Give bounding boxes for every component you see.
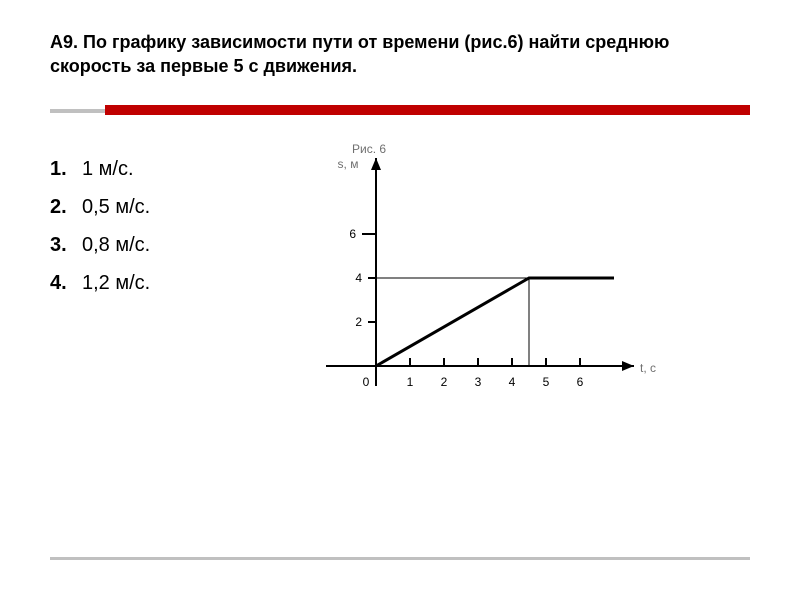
title-divider — [50, 101, 750, 115]
footer-divider — [50, 557, 750, 560]
answer-text: 1 м/с. — [82, 150, 134, 188]
svg-text:1: 1 — [407, 375, 414, 389]
answer-option: 4. 1,2 м/с. — [50, 264, 310, 302]
x-axis-label: t, с — [640, 361, 656, 375]
question-title: А9. По графику зависимости пути от време… — [50, 30, 750, 79]
answer-text: 0,5 м/с. — [82, 188, 150, 226]
svg-text:4: 4 — [509, 375, 516, 389]
chart-container: Рис. 6 0123456246t, сs, м — [310, 150, 750, 410]
answer-number: 2. — [50, 188, 82, 226]
answer-option: 1. 1 м/с. — [50, 150, 310, 188]
svg-text:5: 5 — [543, 375, 550, 389]
slide: А9. По графику зависимости пути от време… — [0, 0, 800, 600]
answer-number: 3. — [50, 226, 82, 264]
data-series — [376, 278, 614, 366]
answer-number: 4. — [50, 264, 82, 302]
answer-text: 0,8 м/с. — [82, 226, 150, 264]
svg-text:2: 2 — [355, 315, 362, 329]
divider-red — [105, 105, 750, 115]
svg-text:2: 2 — [441, 375, 448, 389]
answer-list: 1. 1 м/с. 2. 0,5 м/с. 3. 0,8 м/с. 4. 1,2… — [50, 150, 310, 410]
svg-text:0: 0 — [363, 375, 370, 389]
y-axis-label: s, м — [338, 157, 359, 171]
content-row: 1. 1 м/с. 2. 0,5 м/с. 3. 0,8 м/с. 4. 1,2… — [50, 150, 750, 410]
answer-option: 2. 0,5 м/с. — [50, 188, 310, 226]
figure-caption: Рис. 6 — [352, 142, 386, 156]
distance-time-chart: 0 1 2 3 4 5 6 2 4 6 t, с s, м — [310, 150, 670, 410]
answer-text: 1,2 м/с. — [82, 264, 150, 302]
svg-text:4: 4 — [355, 271, 362, 285]
svg-text:6: 6 — [349, 227, 356, 241]
answer-number: 1. — [50, 150, 82, 188]
svg-text:3: 3 — [475, 375, 482, 389]
svg-text:6: 6 — [577, 375, 584, 389]
answer-option: 3. 0,8 м/с. — [50, 226, 310, 264]
